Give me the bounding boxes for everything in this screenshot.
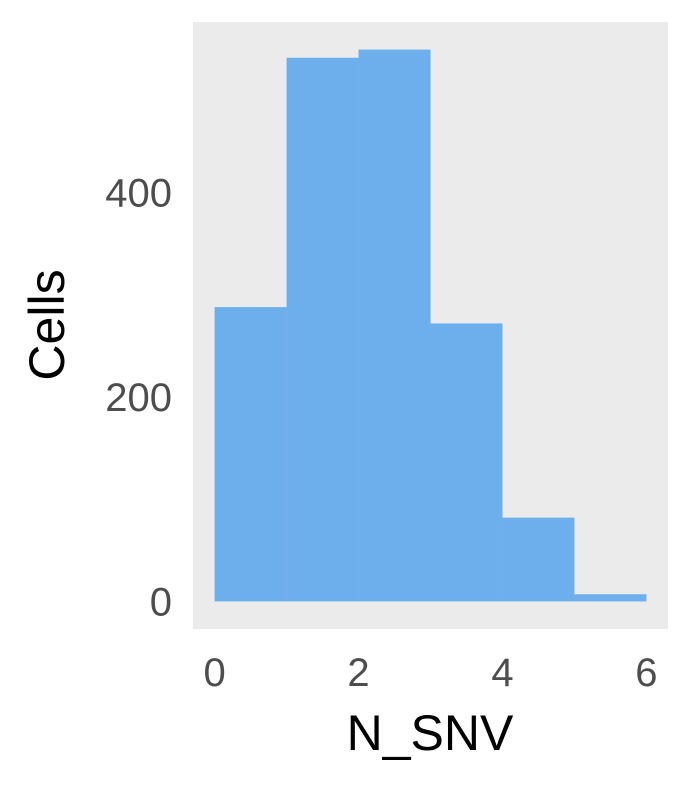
y-tick-label: 200: [105, 376, 172, 420]
bar-bin-1: [286, 57, 359, 602]
bar-bin-4: [502, 517, 575, 602]
y-tick-label: 0: [150, 580, 172, 624]
bar-bin-2: [358, 49, 431, 602]
y-tick-label: 400: [105, 172, 172, 216]
bar-bin-3: [430, 323, 503, 602]
y-axis-title: Cells: [19, 269, 75, 380]
bars: [214, 49, 647, 602]
y-tick-labels: 0 200 400: [105, 172, 172, 625]
x-tick-label: 2: [347, 651, 369, 695]
x-tick-labels: 0 2 4 6: [203, 651, 657, 695]
x-tick-label: 4: [491, 651, 513, 695]
x-tick-label: 0: [203, 651, 225, 695]
bar-bin-0: [214, 307, 287, 602]
bar-bin-5: [574, 594, 647, 602]
x-axis-title: N_SNV: [347, 705, 514, 761]
x-tick-label: 6: [635, 651, 657, 695]
